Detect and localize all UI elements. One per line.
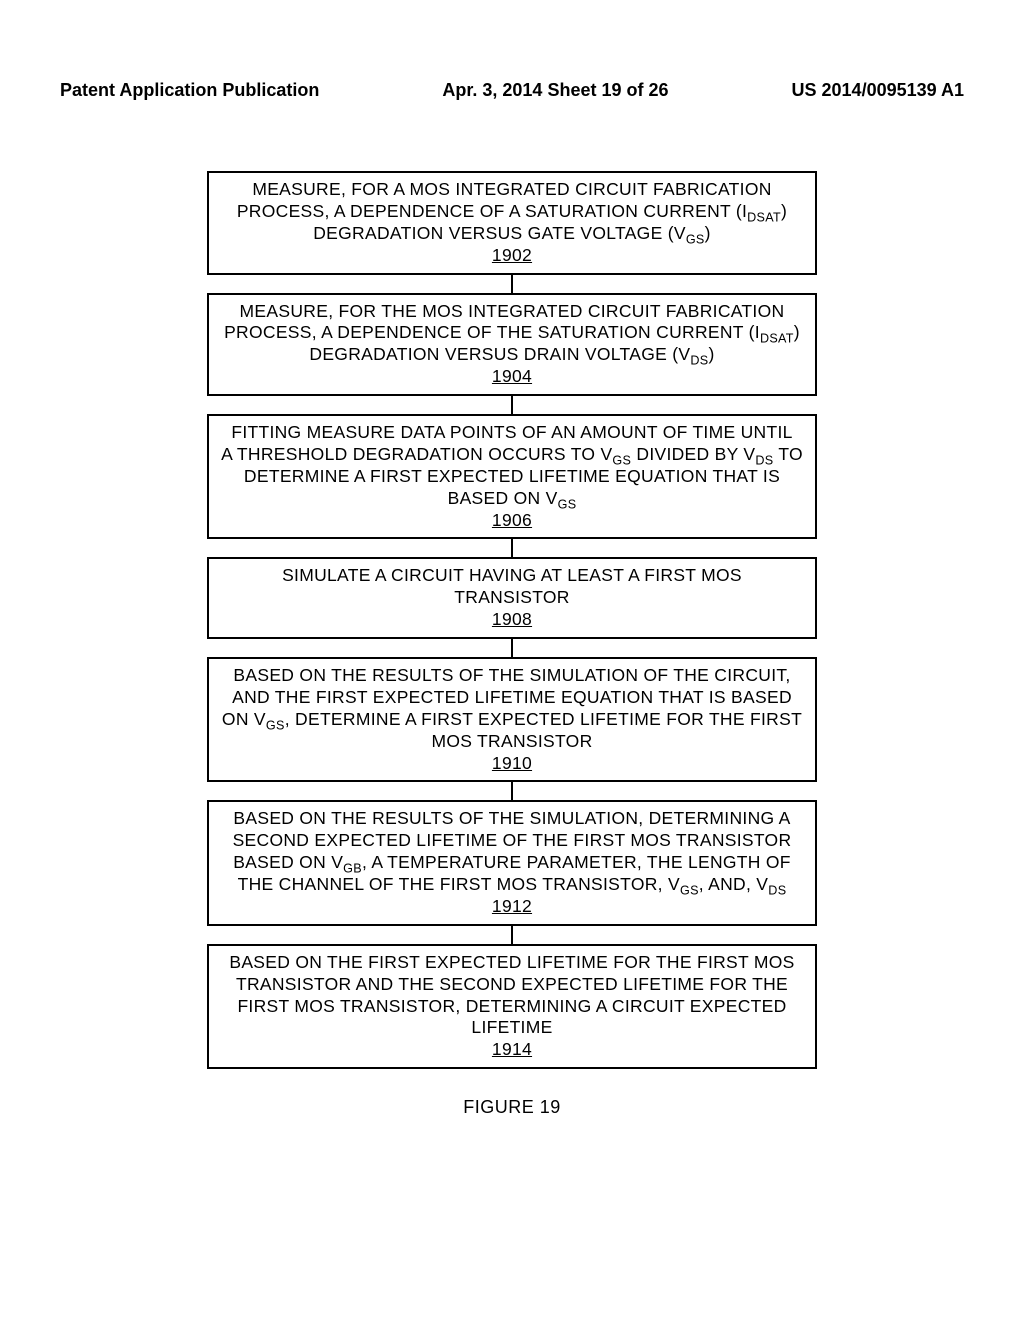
flowchart-step-1910: BASED ON THE RESULTS OF THE SIMULATION O… [207, 657, 817, 782]
flowchart-step-1904: MEASURE, FOR THE MOS INTEGRATED CIRCUIT … [207, 293, 817, 397]
header-center: Apr. 3, 2014 Sheet 19 of 26 [442, 80, 668, 101]
flowchart: MEASURE, FOR A MOS INTEGRATED CIRCUIT FA… [202, 171, 822, 1069]
flowchart-step-1902: MEASURE, FOR A MOS INTEGRATED CIRCUIT FA… [207, 171, 817, 275]
step-ref: 1912 [219, 896, 805, 918]
flowchart-step-1914: BASED ON THE FIRST EXPECTED LIFETIME FOR… [207, 944, 817, 1069]
flow-connector [511, 782, 513, 800]
header-left: Patent Application Publication [60, 80, 319, 101]
step-ref: 1910 [219, 753, 805, 775]
step-text: FITTING MEASURE DATA POINTS OF AN AMOUNT… [221, 422, 803, 508]
step-ref: 1914 [219, 1039, 805, 1061]
step-ref: 1904 [219, 366, 805, 388]
flowchart-step-1912: BASED ON THE RESULTS OF THE SIMULATION, … [207, 800, 817, 925]
header-right: US 2014/0095139 A1 [792, 80, 964, 101]
step-ref: 1902 [219, 245, 805, 267]
flow-connector [511, 539, 513, 557]
step-text: BASED ON THE RESULTS OF THE SIMULATION, … [233, 808, 792, 894]
page-header: Patent Application Publication Apr. 3, 2… [60, 80, 964, 101]
step-text: BASED ON THE FIRST EXPECTED LIFETIME FOR… [229, 952, 794, 1038]
step-text: MEASURE, FOR A MOS INTEGRATED CIRCUIT FA… [237, 179, 787, 243]
step-text: MEASURE, FOR THE MOS INTEGRATED CIRCUIT … [224, 301, 800, 365]
flow-connector [511, 275, 513, 293]
step-ref: 1906 [219, 510, 805, 532]
flowchart-step-1908: SIMULATE A CIRCUIT HAVING AT LEAST A FIR… [207, 557, 817, 639]
step-text: BASED ON THE RESULTS OF THE SIMULATION O… [222, 665, 802, 751]
step-text: SIMULATE A CIRCUIT HAVING AT LEAST A FIR… [282, 565, 742, 607]
flow-connector [511, 926, 513, 944]
page: Patent Application Publication Apr. 3, 2… [0, 0, 1024, 1320]
flowchart-step-1906: FITTING MEASURE DATA POINTS OF AN AMOUNT… [207, 414, 817, 539]
flow-connector [511, 396, 513, 414]
flow-connector [511, 639, 513, 657]
figure-caption: FIGURE 19 [60, 1097, 964, 1118]
step-ref: 1908 [219, 609, 805, 631]
